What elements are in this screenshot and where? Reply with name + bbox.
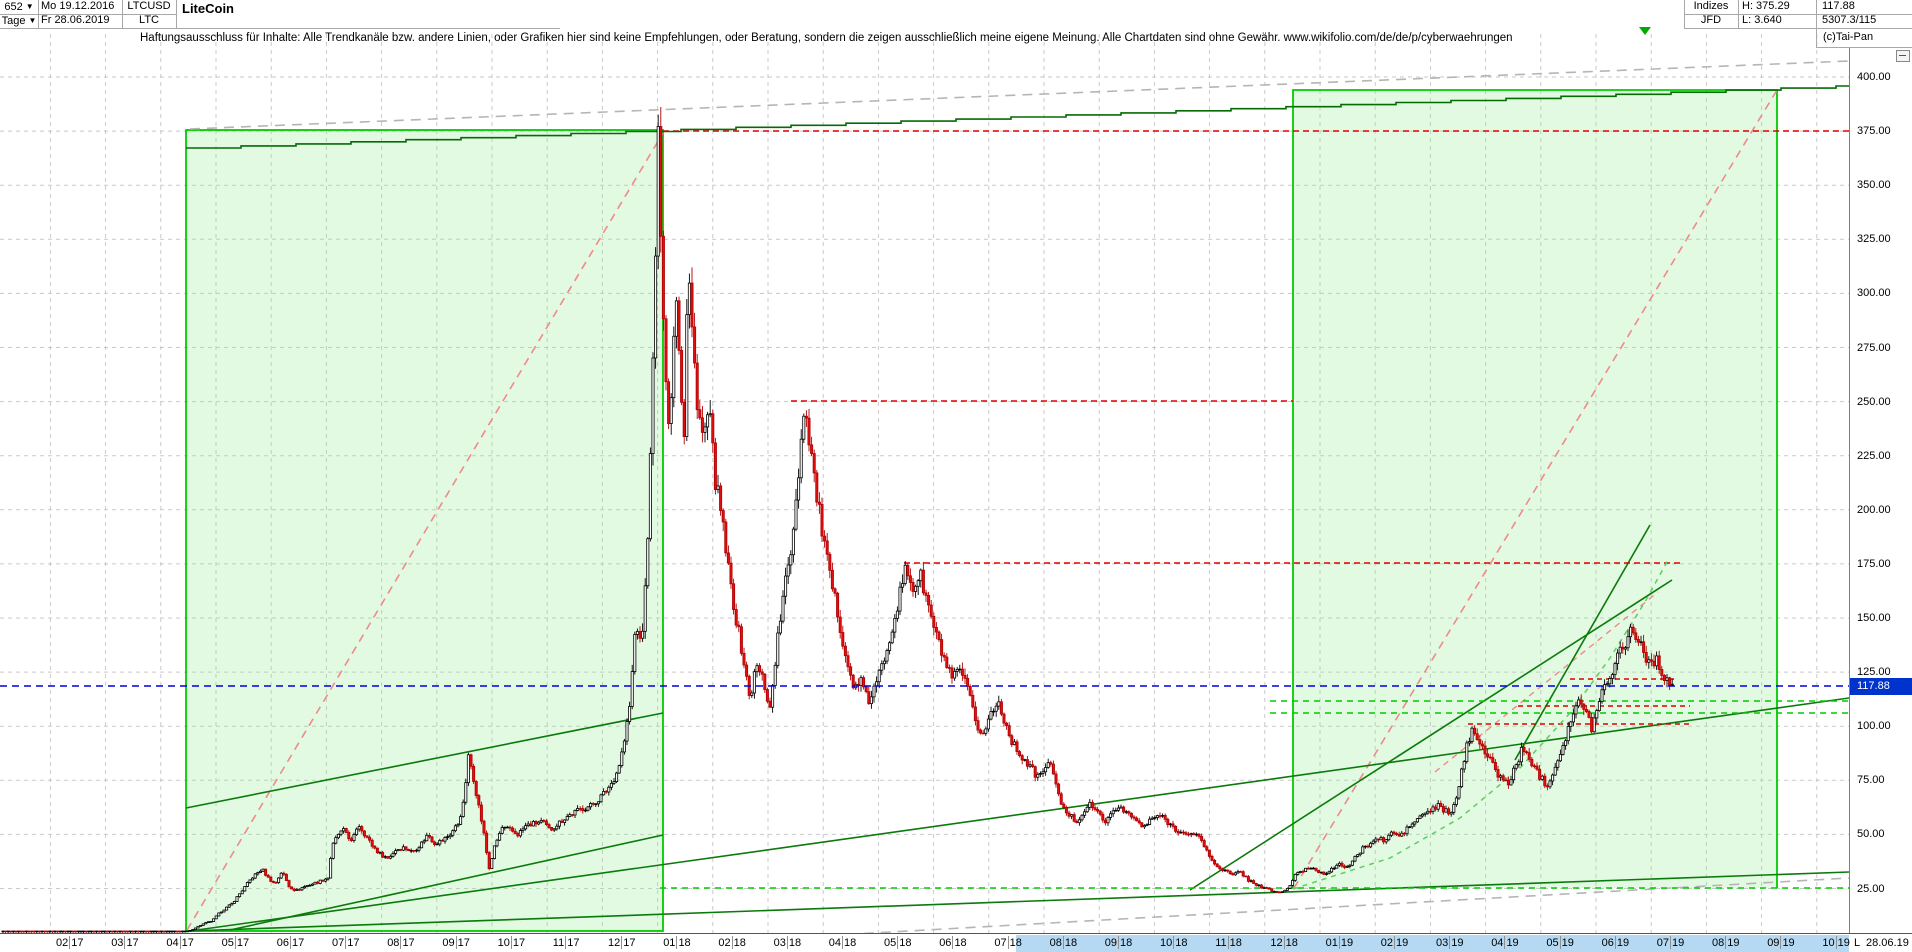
group-label: Indizes <box>1684 0 1738 14</box>
month-label: 05 17 <box>221 936 250 949</box>
provider-label: JFD <box>1684 14 1738 28</box>
month-label: 03 17 <box>111 936 139 949</box>
month-label: 08 17 <box>387 936 415 949</box>
month-label: 02 18 <box>718 936 746 949</box>
month-label: 06 18 <box>939 936 967 949</box>
month-label: 05 18 <box>884 936 912 949</box>
price-tick-label: 300.00 <box>1857 287 1891 300</box>
month-label: 02 19 <box>1380 936 1409 949</box>
high-value: H: 375.29 <box>1738 0 1816 14</box>
price-tick-label: 75.00 <box>1857 774 1885 787</box>
zone-2017-fill <box>186 130 663 931</box>
chart-canvas[interactable] <box>0 0 1849 952</box>
price-tick-label: 100.00 <box>1857 720 1891 733</box>
month-label: 12 17 <box>608 936 636 949</box>
price-tick-label: 125.00 <box>1857 666 1891 679</box>
period-dropdown[interactable]: Tage ▼ <box>0 14 38 28</box>
month-label: 05 19 <box>1546 936 1574 949</box>
price-tick-label: 50.00 <box>1857 828 1885 841</box>
month-label: 09 18 <box>1104 936 1133 949</box>
month-label: 10 17 <box>497 936 526 949</box>
channel-2017-lower <box>229 834 664 931</box>
month-label: 12 18 <box>1270 936 1298 949</box>
price-tick-label: 25.00 <box>1857 882 1885 895</box>
price-tick-label: 375.00 <box>1857 125 1891 138</box>
month-label: 03 18 <box>773 936 802 949</box>
extra-value: 5307.3/115 <box>1816 14 1912 28</box>
trend-long-lower <box>189 871 1849 932</box>
month-label: 04 17 <box>166 936 194 949</box>
price-tick-label: 275.00 <box>1857 341 1891 354</box>
month-label: 11 17 <box>552 936 580 949</box>
month-label: 09 19 <box>1767 936 1795 949</box>
trend-long-upper <box>189 697 1849 932</box>
price-tick-label: 325.00 <box>1857 233 1891 246</box>
month-label: 01 18 <box>663 936 691 949</box>
last-date-label: 28.06.19 <box>1866 937 1909 949</box>
month-label: 11 18 <box>1215 936 1242 949</box>
price-tick-label: 225.00 <box>1857 449 1891 462</box>
price-tick-label: 400.00 <box>1857 71 1891 83</box>
symbol-short-label: LTC <box>122 14 176 28</box>
low-value: L: 3.640 <box>1738 14 1816 28</box>
zone-2017-border <box>185 129 664 932</box>
gray-diag-top <box>189 60 1849 130</box>
zone-2019-border <box>1292 89 1778 888</box>
month-label: 08 19 <box>1712 936 1740 949</box>
collapse-icon[interactable] <box>1896 50 1910 62</box>
copyright-label: (c)Tai-Pan <box>1816 28 1912 48</box>
month-label: 07 17 <box>332 936 360 949</box>
price-tick-label: 200.00 <box>1857 503 1891 516</box>
trend-2019-steep <box>1514 524 1651 761</box>
bars-count-dropdown[interactable]: 652 ▼ <box>0 0 38 14</box>
axis-range-highlight <box>1016 935 1849 952</box>
month-label: 06 17 <box>276 936 305 949</box>
gray-diag-bottom <box>659 877 1849 946</box>
channel-2017-upper <box>185 712 664 809</box>
chevron-down-icon: ▼ <box>25 2 34 11</box>
month-label: 01 19 <box>1325 936 1354 949</box>
trend-2019 <box>1189 579 1673 891</box>
date-from[interactable]: Mo 19.12.2016 <box>38 0 122 14</box>
date-to[interactable]: Fr 28.06.2019 <box>38 14 122 28</box>
month-label: 10 18 <box>1160 936 1188 949</box>
chevron-down-icon: ▼ <box>28 16 37 25</box>
last-price-value: 117.88 <box>1816 0 1912 14</box>
candles-down <box>4 107 1672 935</box>
candles-up <box>1 114 1674 935</box>
month-label: 07 18 <box>994 936 1022 949</box>
symbol-label: LTCUSD <box>122 0 176 14</box>
current-price-tag: 117.88 <box>1850 678 1912 695</box>
pink-diag-box1 <box>186 132 664 931</box>
month-label: 04 19 <box>1491 936 1519 949</box>
last-bar-label: L <box>1854 937 1861 949</box>
month-label: 07 19 <box>1656 936 1685 949</box>
stepped-trend-line <box>186 85 1849 149</box>
month-label: 02 17 <box>56 936 84 949</box>
date-axis[interactable]: L 28.06.19 02 17 03 17 04 17 05 17 06 17 07 17 08 17 0… <box>0 933 1912 952</box>
price-tick-label: 150.00 <box>1857 612 1891 624</box>
month-label: 10 19 <box>1822 936 1850 949</box>
month-label: 03 19 <box>1436 936 1464 949</box>
pink-diag-box2 <box>1293 89 1778 889</box>
month-label: 08 18 <box>1049 936 1078 949</box>
price-tick-label: 350.00 <box>1857 179 1891 192</box>
price-tick-label: 175.00 <box>1857 557 1891 570</box>
marker-triangle-icon <box>1639 27 1651 35</box>
disclaimer-text: Haftungsausschluss für Inhalte: Alle Tre… <box>140 32 1513 44</box>
price-tick-label: 250.00 <box>1857 395 1891 408</box>
month-label: 06 19 <box>1601 936 1630 949</box>
month-label: 04 18 <box>828 936 857 949</box>
month-label: 09 17 <box>442 936 470 949</box>
price-axis[interactable]: 117.88 400.00 375.00 350.00 325.00 300.00 275… <box>1849 48 1912 933</box>
instrument-name: LiteCoin <box>176 0 560 28</box>
